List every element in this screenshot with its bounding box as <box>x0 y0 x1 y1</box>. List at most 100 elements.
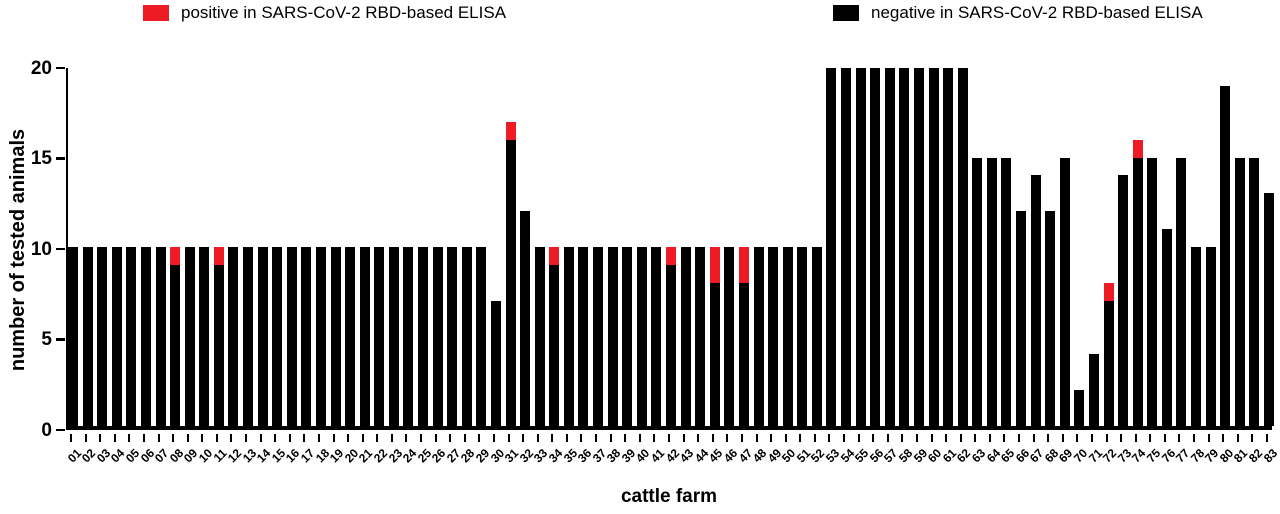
x-tick <box>1047 434 1050 442</box>
bar-farm-19 <box>330 68 341 426</box>
bar-farm-29 <box>476 68 487 426</box>
bar-farm-61 <box>943 68 954 426</box>
y-tick-label: 15 <box>30 148 52 169</box>
bar-segment-negative <box>753 247 764 426</box>
bar-segment-negative <box>928 68 939 426</box>
bar-farm-39 <box>622 68 633 426</box>
bar-farm-13 <box>243 68 254 426</box>
bar-farm-47 <box>738 68 749 426</box>
x-tick <box>901 434 904 442</box>
bar-farm-14 <box>257 68 268 426</box>
x-tick <box>1120 434 1123 442</box>
x-tick <box>1236 434 1239 442</box>
bar-segment-negative <box>1074 390 1085 426</box>
bar-segment-positive <box>213 247 224 265</box>
y-tick-label: 10 <box>30 238 52 260</box>
bar-farm-03 <box>97 68 108 426</box>
x-tick <box>536 434 539 442</box>
bar-segment-positive <box>666 247 676 265</box>
bar-farm-54 <box>841 68 852 426</box>
x-tick <box>595 434 598 442</box>
bar-segment-negative <box>636 247 647 426</box>
bar-farm-04 <box>111 68 122 426</box>
bar-segment-negative <box>797 247 808 426</box>
x-tick <box>551 434 554 442</box>
bar-segment-positive <box>549 247 560 265</box>
bar-farm-75 <box>1147 68 1158 426</box>
x-tick <box>507 434 510 442</box>
x-tick <box>668 434 670 442</box>
bar-segment-negative <box>1220 85 1231 426</box>
bar-segment-negative <box>301 247 312 426</box>
x-tick <box>770 434 773 442</box>
x-tick <box>157 434 160 442</box>
negative-legend-swatch <box>833 5 859 21</box>
x-tick <box>1003 434 1006 442</box>
bar-segment-negative <box>768 247 779 426</box>
x-tick <box>711 434 714 442</box>
y-tick <box>56 247 65 251</box>
bar-farm-10 <box>199 68 210 426</box>
bar-farm-53 <box>826 68 837 426</box>
bar-segment-negative <box>155 247 166 426</box>
x-tick <box>828 434 831 442</box>
bar-segment-negative <box>738 282 749 426</box>
bar-segment-negative <box>578 247 589 426</box>
bar-farm-72 <box>1103 68 1114 426</box>
bar-segment-negative <box>957 68 968 426</box>
bar-segment-negative <box>126 247 137 426</box>
legend-item-negative: negative in SARS-CoV-2 RBD-based ELISA <box>833 3 1203 23</box>
bar-segment-positive <box>505 121 516 140</box>
bar-segment-negative <box>1234 157 1245 426</box>
x-tick <box>565 434 568 442</box>
bar-segment-negative <box>695 247 706 426</box>
bar-segment-negative <box>563 247 574 426</box>
bar-segment-negative <box>476 247 487 426</box>
bar-farm-44 <box>695 68 706 426</box>
x-tick <box>420 434 423 442</box>
bar-segment-negative <box>972 157 983 426</box>
bar-segment-negative <box>986 157 997 426</box>
bar-farm-21 <box>359 68 370 426</box>
bar-segment-negative <box>1147 157 1158 426</box>
y-tick <box>56 338 65 341</box>
bar-segment-negative <box>272 247 283 426</box>
bar-segment-negative <box>1088 354 1099 426</box>
x-tick <box>1061 434 1064 442</box>
bar-segment-negative <box>709 282 720 426</box>
x-tick <box>1076 434 1079 442</box>
x-tick <box>1134 434 1137 442</box>
x-tick <box>449 434 452 442</box>
bar-farm-66 <box>1016 68 1027 426</box>
x-tick <box>1018 434 1021 442</box>
x-tick <box>974 434 977 442</box>
bar-segment-negative <box>593 247 604 426</box>
bar-segment-negative <box>651 247 662 426</box>
x-tick <box>1149 434 1152 442</box>
bar-farm-36 <box>578 68 589 426</box>
x-tick <box>945 434 948 442</box>
bar-farm-78 <box>1191 68 1202 426</box>
bar-farm-23 <box>388 68 399 426</box>
positive-legend-swatch <box>143 5 169 21</box>
x-tick <box>799 434 802 442</box>
x-tick-label-text: 83 <box>1260 446 1280 466</box>
bar-farm-50 <box>782 68 793 426</box>
bar-farm-51 <box>797 68 808 426</box>
x-tick <box>988 434 991 442</box>
bar-segment-negative <box>811 247 822 426</box>
x-tick <box>288 434 291 442</box>
negative-legend-label: negative in SARS-CoV-2 RBD-based ELISA <box>871 3 1203 22</box>
bar-segment-negative <box>170 264 181 426</box>
bar-farm-59 <box>913 68 924 426</box>
x-tick <box>478 434 481 442</box>
bar-segment-positive <box>1132 139 1143 158</box>
x-tick <box>259 434 262 442</box>
x-tick <box>784 434 787 442</box>
x-tick <box>755 434 758 442</box>
x-tick <box>930 434 933 442</box>
x-tick <box>1193 434 1196 442</box>
x-tick <box>915 434 918 442</box>
bar-farm-26 <box>432 68 443 426</box>
